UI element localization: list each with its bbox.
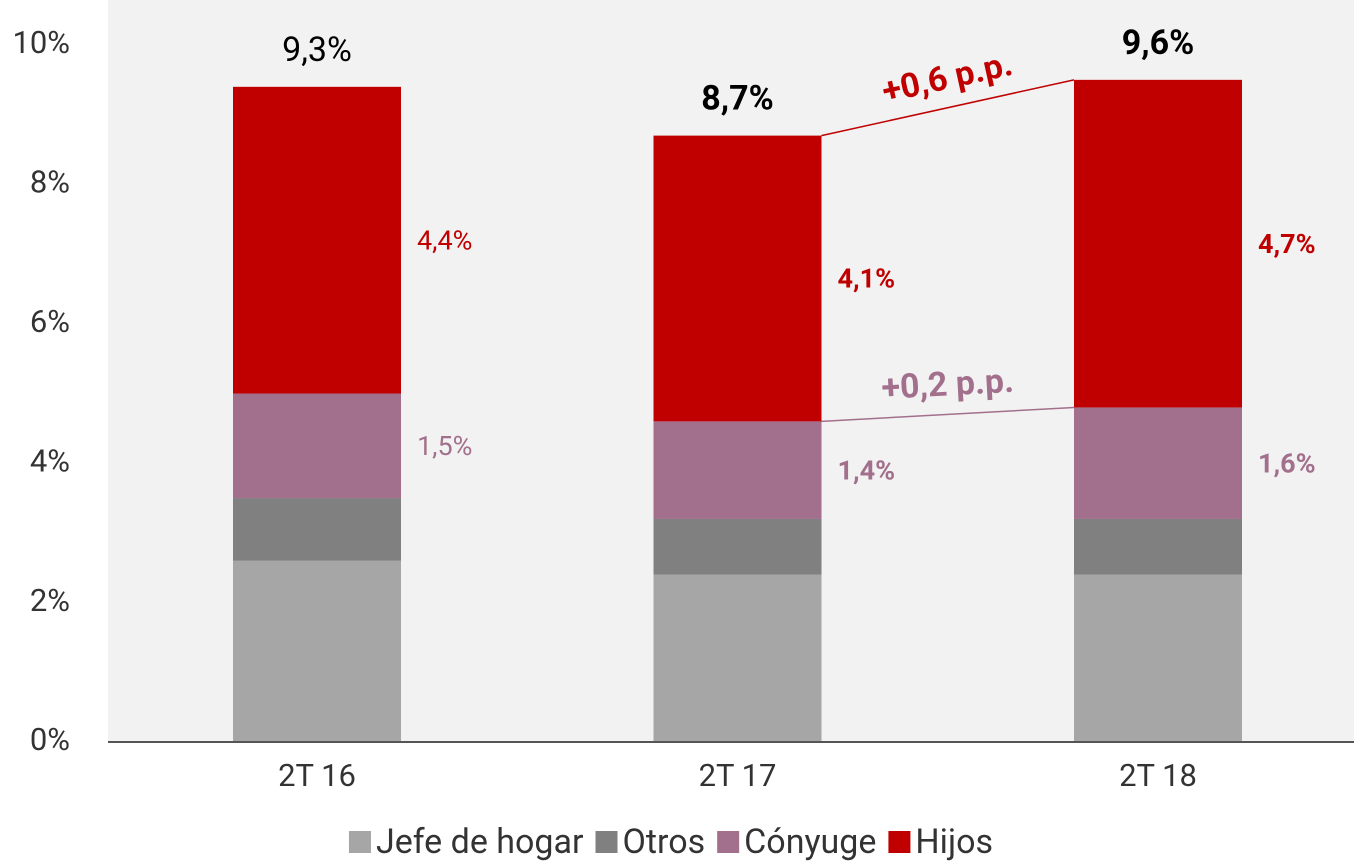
- bar-segment: [653, 421, 822, 519]
- legend-swatch: [717, 831, 740, 853]
- y-tick-label: 10%: [12, 24, 70, 61]
- bar-segment: [653, 518, 822, 575]
- y-tick-label: 8%: [30, 164, 70, 201]
- annotation-line: [821, 406, 1075, 423]
- bar-segment: [653, 574, 822, 742]
- x-tick-label: 2T 18: [1119, 757, 1197, 794]
- data-label: 1,6%: [1258, 447, 1316, 479]
- legend-label: Otros: [623, 822, 706, 862]
- total-label: 8,7%: [701, 79, 774, 119]
- legend-label: Hijos: [915, 822, 993, 862]
- y-tick-label: 6%: [30, 303, 70, 340]
- data-label: 4,1%: [838, 263, 896, 295]
- legend-swatch: [595, 831, 618, 853]
- legend-swatch: [888, 831, 911, 853]
- annotation: +0,2 p.p.: [880, 361, 1014, 408]
- bar-segment: [1074, 407, 1242, 519]
- legend-label: Cónyuge: [744, 822, 876, 862]
- annotation-line: [821, 79, 1075, 137]
- data-label: 4,4%: [417, 224, 472, 256]
- data-label: 4,7%: [1258, 228, 1316, 260]
- data-label: 1,5%: [417, 430, 472, 462]
- bar-segment: [1074, 574, 1242, 742]
- bar-segment: [233, 498, 401, 561]
- y-tick-label: 4%: [30, 442, 70, 479]
- total-label: 9,6%: [1122, 23, 1195, 63]
- bar-segment: [233, 393, 401, 499]
- total-label: 9,3%: [282, 30, 352, 70]
- bar-segment: [233, 560, 401, 742]
- x-tick-label: 2T 17: [699, 757, 777, 794]
- bar-segment: [653, 135, 822, 422]
- bar-segment: [1074, 79, 1242, 408]
- bar-segment: [233, 86, 401, 394]
- data-label: 1,4%: [838, 454, 896, 486]
- bar-segment: [1074, 518, 1242, 575]
- legend: Jefe de hogar Otros Cónyuge Hijos: [348, 822, 993, 862]
- x-tick-label: 2T 16: [278, 757, 356, 794]
- legend-swatch: [348, 831, 371, 853]
- y-tick-label: 0%: [30, 721, 70, 758]
- legend-label: Jefe de hogar: [376, 822, 584, 862]
- y-tick-label: 2%: [30, 582, 70, 619]
